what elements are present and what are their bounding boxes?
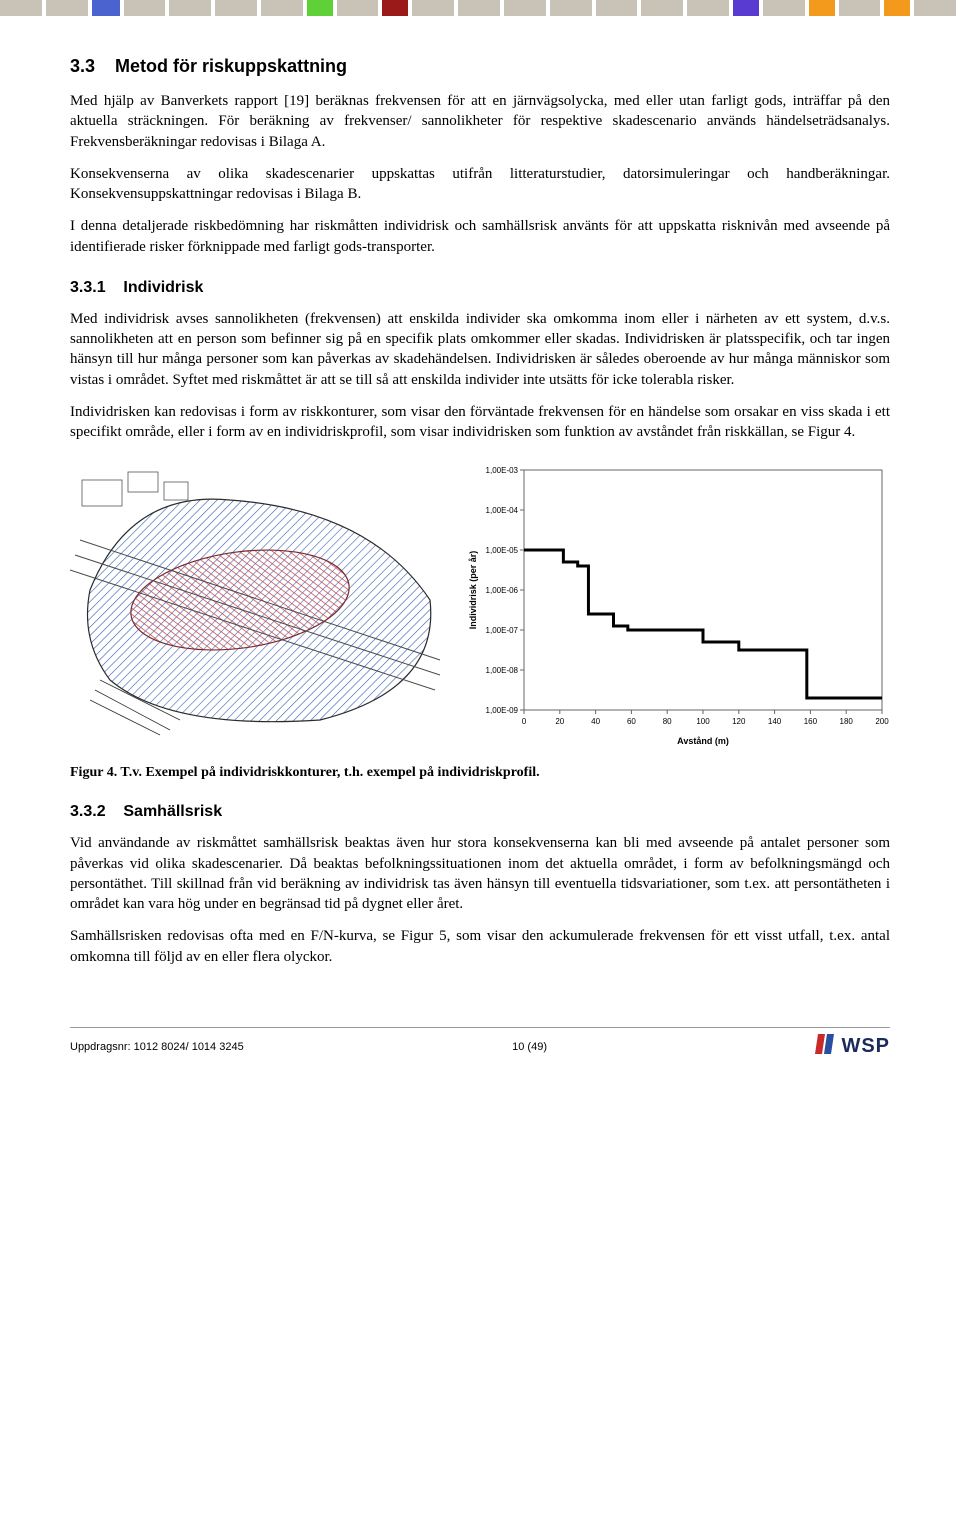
document-content: 3.3 Metod för riskuppskattning Med hjälp… [0, 56, 960, 967]
heading-title: Samhällsrisk [123, 803, 222, 820]
svg-text:1,00E-08: 1,00E-08 [486, 666, 519, 675]
page-footer: Uppdragsnr: 1012 8024/ 1014 3245 10 (49)… [70, 1027, 890, 1060]
paragraph: Vid användande av riskmåttet samhällsris… [70, 833, 890, 914]
paragraph: Individrisken kan redovisas i form av ri… [70, 402, 890, 443]
footer-page-number: 10 (49) [512, 1041, 547, 1053]
heading-3.3: 3.3 Metod för riskuppskattning [70, 56, 890, 77]
figure-4-caption: Figur 4. T.v. Exempel på individriskkont… [70, 765, 890, 781]
paragraph: Med individrisk avses sannolikheten (fre… [70, 309, 890, 390]
heading-3.3.2: 3.3.2 Samhällsrisk [70, 803, 890, 821]
svg-text:180: 180 [840, 717, 854, 726]
wsp-logo: WSP [815, 1034, 890, 1060]
paragraph: Samhällsrisken redovisas ofta med en F/N… [70, 926, 890, 967]
paragraph: Konsekvenserna av olika skadescenarier u… [70, 164, 890, 205]
svg-text:1,00E-03: 1,00E-03 [486, 466, 519, 475]
svg-text:160: 160 [804, 717, 818, 726]
svg-text:1,00E-07: 1,00E-07 [486, 626, 519, 635]
svg-text:1,00E-05: 1,00E-05 [486, 546, 519, 555]
risk-contour-map [70, 460, 450, 740]
paragraph: Med hjälp av Banverkets rapport [19] ber… [70, 91, 890, 152]
footer-uppdragsnr: Uppdragsnr: 1012 8024/ 1014 3245 [70, 1041, 244, 1053]
svg-text:20: 20 [555, 717, 564, 726]
svg-text:60: 60 [627, 717, 636, 726]
svg-text:40: 40 [591, 717, 600, 726]
individrisk-profile-chart: 1,00E-03 1,00E-04 1,00E-05 1,00E-06 1,00E-07… [462, 460, 892, 755]
header-color-bar [0, 0, 960, 16]
svg-text:1,00E-04: 1,00E-04 [486, 506, 519, 515]
svg-text:Individrisk (per år): Individrisk (per år) [468, 551, 478, 630]
svg-text:200: 200 [875, 717, 889, 726]
svg-text:Avstånd (m): Avstånd (m) [677, 736, 729, 746]
wsp-logo-bars-icon [815, 1034, 837, 1060]
heading-number: 3.3.2 [70, 803, 106, 820]
svg-text:120: 120 [732, 717, 746, 726]
svg-text:1,00E-06: 1,00E-06 [486, 586, 519, 595]
paragraph: I denna detaljerade riskbedömning har ri… [70, 216, 890, 257]
heading-number: 3.3.1 [70, 279, 106, 296]
heading-number: 3.3 [70, 56, 95, 76]
wsp-logo-text: WSP [841, 1035, 890, 1058]
svg-text:1,00E-09: 1,00E-09 [486, 706, 519, 715]
svg-text:0: 0 [522, 717, 527, 726]
svg-text:140: 140 [768, 717, 782, 726]
heading-title: Metod för riskuppskattning [115, 56, 347, 76]
figure-4: 1,00E-03 1,00E-04 1,00E-05 1,00E-06 1,00E-07… [70, 460, 890, 755]
svg-text:100: 100 [696, 717, 710, 726]
svg-text:80: 80 [663, 717, 672, 726]
heading-3.3.1: 3.3.1 Individrisk [70, 279, 890, 297]
heading-title: Individrisk [123, 279, 203, 296]
